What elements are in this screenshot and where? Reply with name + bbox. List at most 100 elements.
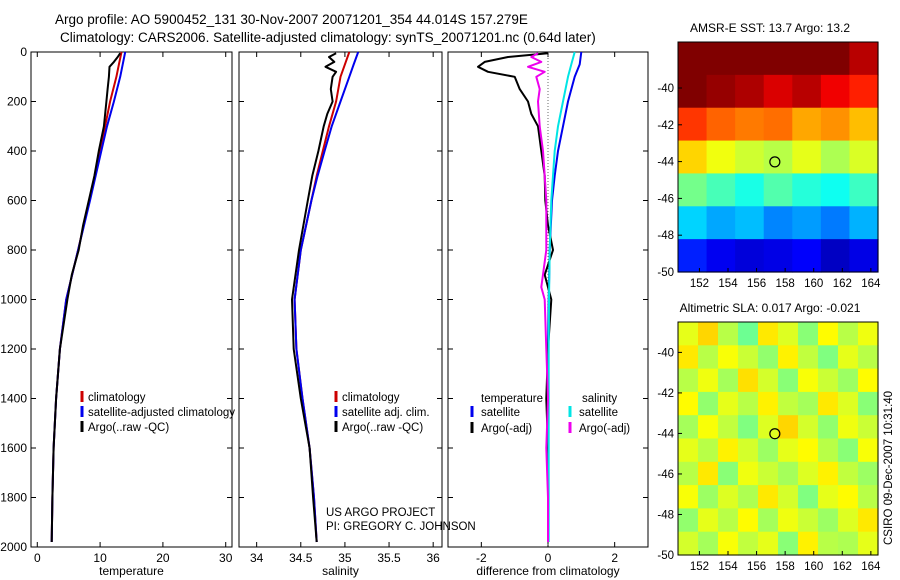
heat-cell <box>798 391 819 416</box>
x-tick-label: 160 <box>804 561 823 573</box>
heat-cell <box>698 531 719 556</box>
x-axis-label: temperature <box>99 564 164 578</box>
salinity-panel: 34 34.5 35 35.5 36 salinity climatology satelli… <box>238 51 443 578</box>
x-axis-label: salinity <box>322 564 359 578</box>
y-tick-label: -46 <box>657 469 674 481</box>
heat-cell <box>706 140 736 175</box>
y-tick-label: 1600 <box>0 441 27 455</box>
heat-cell <box>798 322 819 346</box>
legend-label: Argo(-adj) <box>579 423 630 435</box>
heat-cell <box>820 74 851 109</box>
heat-cell <box>798 438 819 463</box>
x-tick-label: 154 <box>718 278 738 290</box>
y-tick-label: 1800 <box>0 491 27 505</box>
plot-frame <box>238 51 443 548</box>
heat-cell <box>778 391 799 416</box>
x-tick-label: 2 <box>611 551 618 565</box>
heat-cell <box>758 438 779 463</box>
legend-label: satellite <box>579 407 618 419</box>
heat-cell <box>718 415 739 440</box>
x-tick-label: -2 <box>476 551 487 565</box>
heat-cell <box>758 531 779 556</box>
heat-cell <box>858 461 879 486</box>
y-tick-label: 1000 <box>0 293 27 307</box>
heat-cell <box>778 345 799 370</box>
heat-cell <box>792 74 822 109</box>
legend-label: climatology <box>342 392 400 404</box>
x-tick-label: 34 <box>250 551 264 565</box>
heat-cell <box>738 391 759 416</box>
x-tick-label: 34.5 <box>289 551 313 565</box>
y-tick-label: -44 <box>657 157 674 169</box>
y-tick-label: -48 <box>657 509 674 521</box>
heat-cell <box>778 508 799 533</box>
heat-cell <box>678 531 699 556</box>
heat-cell <box>758 368 779 393</box>
heat-cell <box>698 345 719 370</box>
heat-cell <box>678 345 699 370</box>
legend-label: climatology <box>88 392 146 404</box>
heat-cell <box>792 206 822 240</box>
legend-title-temperature: temperature <box>481 393 543 405</box>
map-title: Altimetric SLA: 0.017 Argo: -0.021 <box>680 301 861 315</box>
legend-label: satellite-adjusted climatology <box>88 407 235 419</box>
heat-cell <box>792 42 822 76</box>
heat-cell <box>820 140 851 175</box>
heat-cell <box>858 322 879 346</box>
heat-cell <box>718 438 739 463</box>
heat-cell <box>738 508 759 533</box>
heat-cell <box>698 438 719 463</box>
heat-cell <box>738 531 759 556</box>
heat-cell <box>758 461 779 486</box>
heat-cell <box>678 74 708 109</box>
heat-cell <box>818 508 839 533</box>
heat-cell <box>735 107 765 142</box>
heat-cell <box>858 415 879 440</box>
x-tick-label: 0 <box>545 551 552 565</box>
heat-cell <box>858 345 879 370</box>
heat-cell <box>738 438 759 463</box>
legend-label: Argo(-adj) <box>481 423 532 435</box>
heat-cell <box>798 461 819 486</box>
heat-cell <box>735 239 765 273</box>
heat-cell <box>820 173 851 207</box>
heat-cell <box>678 485 699 509</box>
heat-cell <box>718 531 739 556</box>
heat-cell <box>718 391 739 416</box>
heat-cell <box>758 508 779 533</box>
heat-cell <box>718 485 739 509</box>
heat-cell <box>778 438 799 463</box>
y-tick-label: 600 <box>7 194 27 208</box>
heat-cell <box>678 461 699 486</box>
heat-cell <box>763 140 793 175</box>
heat-cell <box>820 42 851 76</box>
heat-cell <box>838 438 859 463</box>
heat-cell <box>735 42 765 76</box>
y-tick-label: -50 <box>657 267 674 279</box>
heat-cell <box>820 206 851 240</box>
heat-cell <box>706 74 736 109</box>
series-line-2 <box>547 51 576 542</box>
y-tick-label: 2000 <box>0 540 27 554</box>
heat-cell <box>838 368 859 393</box>
heat-cell <box>678 42 708 76</box>
heat-cell <box>706 239 736 273</box>
heat-cell <box>798 415 819 440</box>
heat-cell <box>838 531 859 556</box>
x-tick-label: 158 <box>776 278 795 290</box>
legend-label: satellite adj. clim. <box>342 407 430 419</box>
y-tick-label: -42 <box>657 388 674 400</box>
heat-cell <box>763 107 793 142</box>
y-tick-label: 400 <box>7 144 27 158</box>
x-axis-label: difference from climatology <box>476 564 619 578</box>
heat-cell <box>792 173 822 207</box>
heat-cell <box>838 345 859 370</box>
series-line-2 <box>50 52 122 543</box>
heat-cell <box>678 368 699 393</box>
heat-cell <box>778 485 799 509</box>
heat-cell <box>818 485 839 509</box>
y-tick-label: -48 <box>657 230 674 242</box>
heat-cell <box>778 461 799 486</box>
x-tick-label: 35.5 <box>377 551 401 565</box>
